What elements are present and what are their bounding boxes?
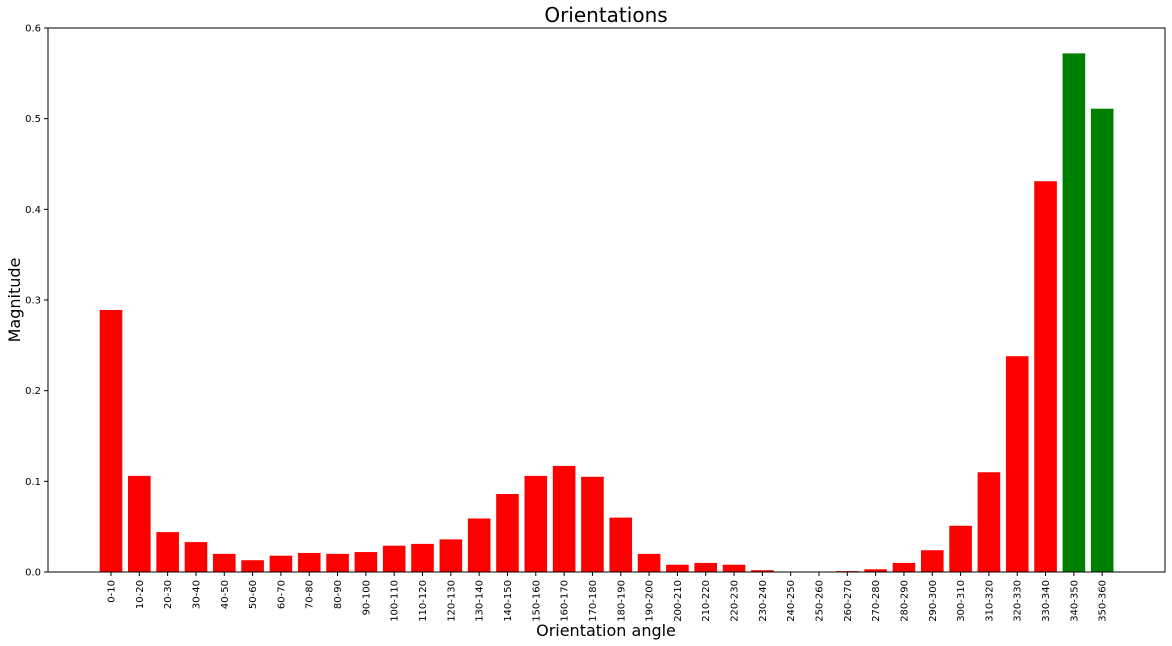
bar-280-290 <box>892 562 916 572</box>
bar-320-330 <box>1005 356 1029 572</box>
x-tick-label: 350-360 <box>1098 580 1109 622</box>
x-tick-label: 10-20 <box>135 580 146 609</box>
x-tick-label: 90-100 <box>361 580 372 615</box>
bar-340-350 <box>1062 53 1086 573</box>
bar-170-180 <box>581 476 604 572</box>
y-tick-label: 0.4 <box>25 205 41 216</box>
bar-series <box>99 53 1114 573</box>
bar-220-230 <box>722 564 746 572</box>
bar-160-170 <box>552 465 576 572</box>
bar-180-190 <box>609 517 633 572</box>
bar-300-310 <box>949 525 972 572</box>
x-tick-label: 80-90 <box>333 580 344 609</box>
bar-90-100 <box>354 552 378 572</box>
x-tick-label: 180-190 <box>616 580 627 622</box>
x-tick-label: 280-290 <box>899 580 910 622</box>
bar-310-320 <box>977 472 1001 572</box>
bar-50-60 <box>241 560 264 572</box>
x-tick-label: 310-320 <box>984 580 995 622</box>
x-tick-label: 290-300 <box>928 580 939 622</box>
x-tick-label: 300-310 <box>956 580 967 622</box>
bar-0-10 <box>99 309 123 572</box>
bar-70-80 <box>297 552 321 572</box>
bar-20-30 <box>156 532 179 572</box>
bar-130-140 <box>467 518 491 572</box>
chart-title: Orientations <box>544 3 667 27</box>
x-tick-label: 240-250 <box>786 580 797 622</box>
bar-30-40 <box>184 542 208 572</box>
bar-290-300 <box>920 550 944 572</box>
bar-330-340 <box>1034 181 1057 572</box>
x-tick-label: 110-120 <box>418 580 429 622</box>
bar-60-70 <box>269 555 293 572</box>
bar-140-150 <box>496 494 519 572</box>
x-tick-label: 0-10 <box>107 580 118 603</box>
bar-210-220 <box>694 562 718 572</box>
x-tick-label: 40-50 <box>220 580 231 609</box>
bar-230-240 <box>751 570 774 572</box>
y-tick-label: 0.5 <box>25 114 41 125</box>
x-tick-label: 120-130 <box>446 580 457 622</box>
x-tick-label: 20-30 <box>163 580 174 609</box>
x-tick-label: 100-110 <box>390 580 401 622</box>
y-axis-label: Magnitude <box>5 258 24 343</box>
x-tick-label: 210-220 <box>701 580 712 622</box>
x-tick-label: 200-210 <box>673 580 684 622</box>
x-tick-label: 230-240 <box>758 580 769 622</box>
x-tick-label: 50-60 <box>248 580 259 609</box>
bar-120-130 <box>439 539 463 572</box>
y-tick-label: 0.1 <box>25 477 41 488</box>
x-tick-label: 220-230 <box>730 580 741 622</box>
x-tick-label: 130-140 <box>475 580 486 622</box>
x-tick-label: 250-260 <box>815 580 826 622</box>
x-tick-label: 150-160 <box>531 580 542 622</box>
x-tick-label: 140-150 <box>503 580 514 622</box>
y-tick-label: 0.2 <box>25 386 41 397</box>
bar-350-360 <box>1090 108 1114 573</box>
x-tick-label: 30-40 <box>191 580 202 609</box>
bar-80-90 <box>326 553 349 572</box>
bar-10-20 <box>128 475 151 572</box>
x-tick-label: 60-70 <box>276 580 287 609</box>
bar-150-160 <box>524 475 548 572</box>
bar-110-120 <box>411 543 434 572</box>
x-tick-label: 270-280 <box>871 580 882 622</box>
x-axis-label: Orientation angle <box>536 621 676 640</box>
x-tick-label: 170-180 <box>588 580 599 622</box>
plot-area-frame <box>47 27 1166 573</box>
bar-100-110 <box>382 545 406 572</box>
bar-200-210 <box>666 564 689 572</box>
x-axis: 0-10 10-20 20-30 30-40 40-50 50-60 60-70 70-80 8… <box>107 572 1109 622</box>
x-tick-label: 190-200 <box>645 580 656 622</box>
x-tick-label: 160-170 <box>560 580 571 622</box>
x-tick-label: 260-270 <box>843 580 854 622</box>
x-tick-label: 330-340 <box>1041 580 1052 622</box>
x-tick-label: 340-350 <box>1069 580 1080 622</box>
y-tick-label: 0.3 <box>25 296 41 307</box>
y-axis: 0.0 0.1 0.2 0.3 0.4 0.5 0.6 <box>25 24 48 579</box>
bar-270-280 <box>864 569 887 572</box>
bar-190-200 <box>637 553 661 572</box>
x-tick-label: 70-80 <box>305 580 316 609</box>
y-tick-label: 0.6 <box>25 24 41 35</box>
x-tick-label: 320-330 <box>1013 580 1024 622</box>
y-tick-label: 0.0 <box>25 568 41 579</box>
bar-40-50 <box>212 553 236 572</box>
